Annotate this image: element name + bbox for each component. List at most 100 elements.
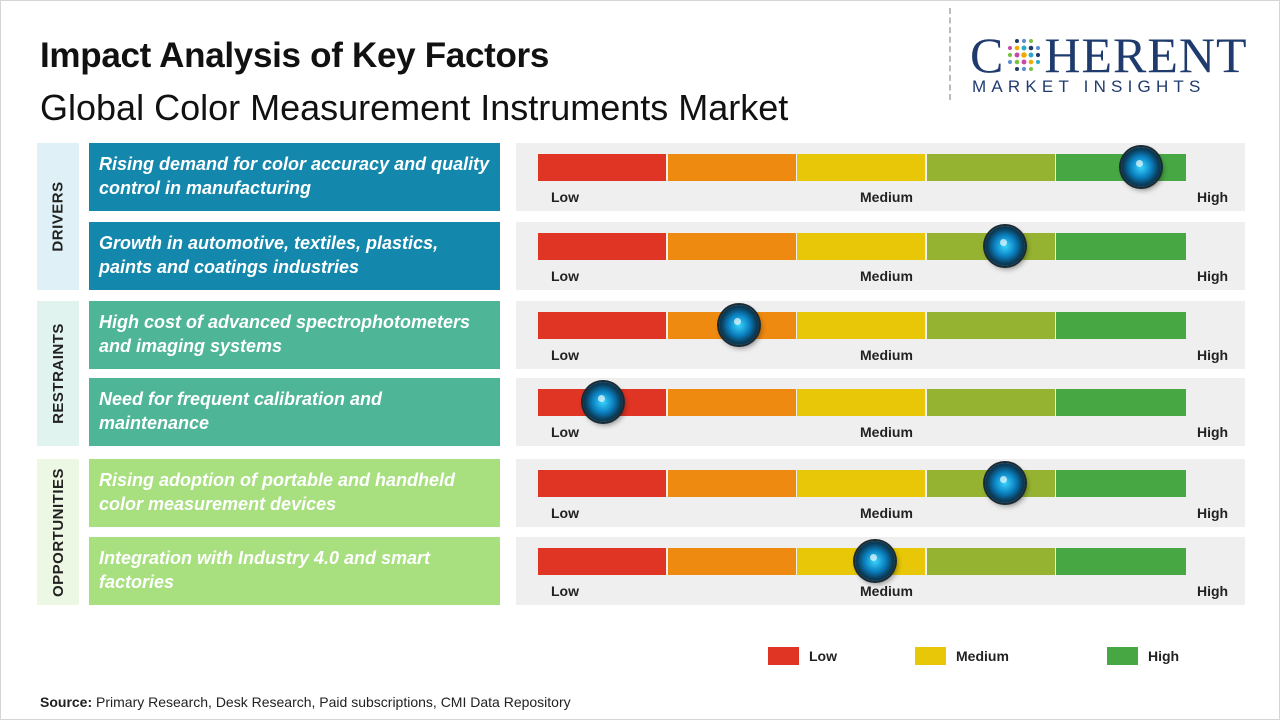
impact-marker (1120, 147, 1161, 187)
gauge-bar (538, 312, 1186, 339)
gauge-label-medium: Medium (860, 583, 913, 599)
gauge-bar (538, 389, 1186, 416)
impact-marker (582, 382, 623, 422)
gauge-segment (538, 233, 667, 260)
gauge-label-low: Low (551, 424, 579, 440)
gauge-label-medium: Medium (860, 189, 913, 205)
factor-label: Rising demand for color accuracy and qua… (89, 143, 500, 211)
gauge-segment (797, 312, 926, 339)
gauge-segment (667, 548, 796, 575)
gauge-segment (1056, 312, 1186, 339)
impact-gauge: Low Medium High (516, 459, 1245, 527)
category-opportunities: OPPORTUNITIES (37, 459, 79, 605)
gauge-segment (926, 389, 1055, 416)
logo-dot (1021, 52, 1028, 58)
logo-tagline: MARKET INSIGHTS (972, 77, 1206, 96)
gauge-segment (926, 548, 1055, 575)
impact-gauge: Low Medium High (516, 378, 1245, 446)
gauge-segment (1056, 470, 1186, 497)
gauge-bar (538, 470, 1186, 497)
factor-label: Rising adoption of portable and handheld… (89, 459, 500, 527)
gauge-segment (538, 548, 667, 575)
legend-swatch-low (768, 647, 799, 665)
gauge-segment (926, 154, 1055, 181)
legend-swatch-high (1107, 647, 1138, 665)
logo-dot (1021, 59, 1027, 65)
gauge-segment (797, 154, 926, 181)
logo-dot (1022, 66, 1027, 72)
gauge-label-high: High (1197, 347, 1229, 363)
legend-label-medium: Medium (956, 648, 1009, 664)
gauge-segment (926, 312, 1055, 339)
gauge-segment (1056, 233, 1186, 260)
logo-wordmark: C HERENT (970, 27, 1248, 83)
gauge-segment (797, 470, 926, 497)
gauge-segment (667, 470, 796, 497)
legend-item-low: Low (768, 647, 837, 665)
logo-dot (1022, 38, 1027, 44)
gauge-label-low: Low (551, 268, 579, 284)
gauge-segment (538, 154, 667, 181)
gauge-label-low: Low (551, 505, 579, 521)
logo-dot (1008, 52, 1013, 58)
impact-gauge: Low Medium High (516, 222, 1245, 290)
factor-label: Need for frequent calibration and mainte… (89, 378, 500, 446)
gauge-segment (1056, 389, 1186, 416)
logo-dot (1036, 52, 1041, 58)
category-label: DRIVERS (49, 181, 67, 252)
impact-gauge: Low Medium High (516, 537, 1245, 605)
logo-dot (1029, 45, 1034, 51)
gauge-label-low: Low (551, 189, 579, 205)
gauge-segment (667, 233, 796, 260)
logo-dot (1036, 59, 1041, 65)
legend-item-medium: Medium (915, 647, 1009, 665)
logo-dot (1029, 59, 1034, 65)
gauge-segment (667, 154, 796, 181)
category-drivers: DRIVERS (37, 143, 79, 290)
gauge-label-high: High (1197, 189, 1229, 205)
gauge-label-medium: Medium (860, 505, 913, 521)
gauge-bar (538, 154, 1186, 181)
factor-label: High cost of advanced spectrophotometers… (89, 301, 500, 369)
gauge-label-high: High (1197, 505, 1229, 521)
gauge-label-high: High (1197, 268, 1229, 284)
logo-dot (1029, 38, 1034, 44)
logo-dot (1015, 66, 1020, 72)
gauge-segment (538, 312, 667, 339)
logo-divider (949, 8, 951, 100)
legend-item-high: High (1107, 647, 1179, 665)
gauge-label-low: Low (551, 583, 579, 599)
impact-marker (984, 226, 1025, 266)
impact-gauge: Low Medium High (516, 143, 1245, 211)
logo-dot (1028, 52, 1034, 58)
logo-dot (1008, 45, 1013, 51)
gauge-label-low: Low (551, 347, 579, 363)
factor-label: Integration with Industry 4.0 and smart … (89, 537, 500, 605)
logo-dot (1015, 38, 1020, 44)
gauge-label-medium: Medium (860, 347, 913, 363)
logo-dot (1021, 45, 1027, 51)
factor-label: Growth in automotive, textiles, plastics… (89, 222, 500, 290)
impact-marker (854, 541, 895, 581)
chart-subtitle: Global Color Measurement Instruments Mar… (40, 87, 789, 128)
logo-dot (1029, 66, 1034, 72)
gauge-segment (1056, 548, 1186, 575)
source-note: Source: Primary Research, Desk Research,… (40, 694, 571, 710)
impact-marker (718, 305, 759, 345)
chart-title: Impact Analysis of Key Factors (40, 36, 550, 75)
coherent-logo: C HERENT MARKET INSIGHTS (970, 30, 1260, 100)
gauge-segment (797, 389, 926, 416)
impact-gauge: Low Medium High (516, 301, 1245, 369)
logo-dot (1008, 59, 1013, 65)
gauge-segment (797, 233, 926, 260)
impact-marker (984, 463, 1025, 503)
gauge-bar (538, 233, 1186, 260)
gauge-segment (667, 389, 796, 416)
gauge-label-medium: Medium (860, 424, 913, 440)
gauge-label-high: High (1197, 424, 1229, 440)
logo-dot (1015, 59, 1020, 65)
legend-label-low: Low (809, 648, 837, 664)
legend-label-high: High (1148, 648, 1180, 664)
logo-dot (1014, 52, 1020, 58)
gauge-label-high: High (1197, 583, 1229, 599)
